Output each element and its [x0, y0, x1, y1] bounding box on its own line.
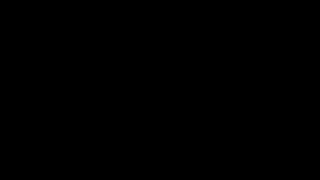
Text: $f(x) = x^3 + 3x - 1;\; \mathit{at}\; (0, -1)$: $f(x) = x^3 + 3x - 1;\; \mathit{at}\; (0… [10, 114, 237, 137]
Text: Find the slope of the tangent line to the
graph of the function at the point ind: Find the slope of the tangent line to th… [10, 28, 320, 93]
